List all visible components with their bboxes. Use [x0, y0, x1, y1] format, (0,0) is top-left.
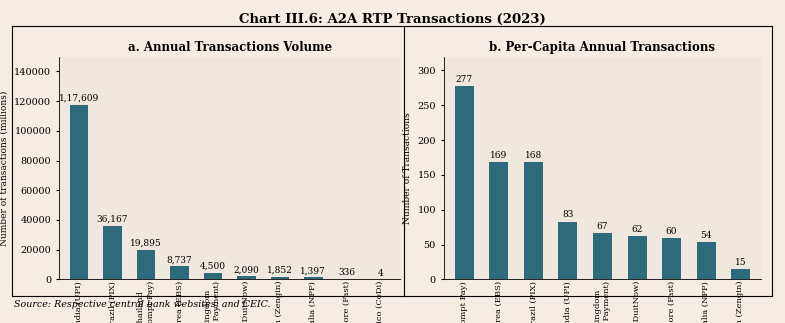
- Bar: [271, 276, 289, 279]
- Bar: [455, 87, 474, 279]
- Text: 4,500: 4,500: [200, 262, 226, 271]
- Text: 36,167: 36,167: [97, 215, 128, 224]
- Text: 60: 60: [666, 226, 677, 235]
- Bar: [70, 105, 88, 279]
- Bar: [524, 162, 543, 279]
- Y-axis label: Number of Transactions: Number of Transactions: [403, 112, 412, 224]
- Bar: [104, 226, 122, 279]
- Bar: [731, 269, 750, 279]
- Title: a. Annual Transactions Volume: a. Annual Transactions Volume: [127, 41, 332, 54]
- Text: 277: 277: [456, 75, 473, 84]
- Title: b. Per-Capita Annual Transactions: b. Per-Capita Annual Transactions: [490, 41, 715, 54]
- Bar: [304, 277, 323, 279]
- Text: 83: 83: [562, 211, 574, 220]
- Text: 4: 4: [378, 269, 383, 277]
- Bar: [237, 276, 256, 279]
- Bar: [558, 222, 578, 279]
- Text: 169: 169: [490, 151, 507, 160]
- Text: 1,397: 1,397: [301, 266, 327, 276]
- Text: 168: 168: [524, 151, 542, 160]
- Text: 1,17,609: 1,17,609: [59, 94, 99, 103]
- Text: 15: 15: [735, 258, 747, 267]
- Bar: [489, 162, 509, 279]
- Bar: [662, 238, 681, 279]
- Bar: [203, 273, 222, 279]
- Text: 2,090: 2,090: [233, 266, 259, 275]
- Text: 54: 54: [700, 231, 712, 240]
- Text: 336: 336: [338, 268, 356, 277]
- Bar: [627, 236, 647, 279]
- Text: 67: 67: [597, 222, 608, 231]
- Bar: [593, 233, 612, 279]
- Text: Chart III.6: A2A RTP Transactions (2023): Chart III.6: A2A RTP Transactions (2023): [239, 13, 546, 26]
- Text: 19,895: 19,895: [130, 239, 162, 248]
- Text: 62: 62: [631, 225, 643, 234]
- Y-axis label: Number of transactions (millions): Number of transactions (millions): [0, 90, 9, 246]
- Bar: [137, 250, 155, 279]
- Text: 1,852: 1,852: [267, 266, 293, 275]
- Text: 8,737: 8,737: [166, 255, 192, 265]
- Bar: [696, 242, 716, 279]
- Bar: [170, 266, 188, 279]
- Text: Source: Respective central bank websites; and CEIC.: Source: Respective central bank websites…: [14, 300, 271, 309]
